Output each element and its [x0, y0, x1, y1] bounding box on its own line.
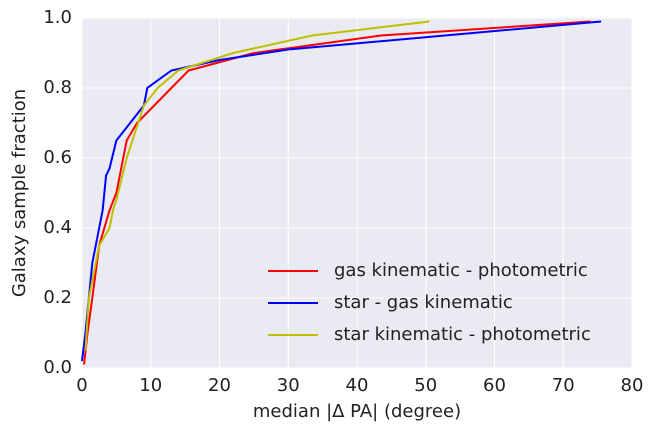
- legend-label: star - gas kinematic: [334, 292, 513, 313]
- legend-label: gas kinematic - photometric: [334, 260, 588, 281]
- x-tick-label: 50: [414, 375, 437, 396]
- x-axis-label: median |Δ PA| (degree): [253, 401, 461, 422]
- x-tick-label: 20: [208, 375, 231, 396]
- y-axis-label: Galaxy sample fraction: [9, 89, 30, 297]
- legend-label: star kinematic - photometric: [334, 324, 591, 345]
- x-tick-label: 40: [346, 375, 369, 396]
- line: [83, 20, 591, 365]
- x-tick-label: 80: [621, 375, 644, 396]
- line: [81, 20, 602, 362]
- y-tick-label: 0.4: [43, 217, 72, 238]
- x-tick-label: 0: [76, 375, 87, 396]
- y-tick-label: 0.0: [43, 357, 72, 378]
- x-tick-label: 60: [483, 375, 506, 396]
- y-tick-label: 1.0: [43, 7, 72, 28]
- y-tick-label: 0.2: [43, 287, 72, 308]
- line: [84, 20, 430, 351]
- x-tick-label: 30: [277, 375, 300, 396]
- x-tick-label: 70: [552, 375, 575, 396]
- x-tick-label: 10: [139, 375, 162, 396]
- y-tick-label: 0.8: [43, 77, 72, 98]
- y-tick-label: 0.6: [43, 147, 72, 168]
